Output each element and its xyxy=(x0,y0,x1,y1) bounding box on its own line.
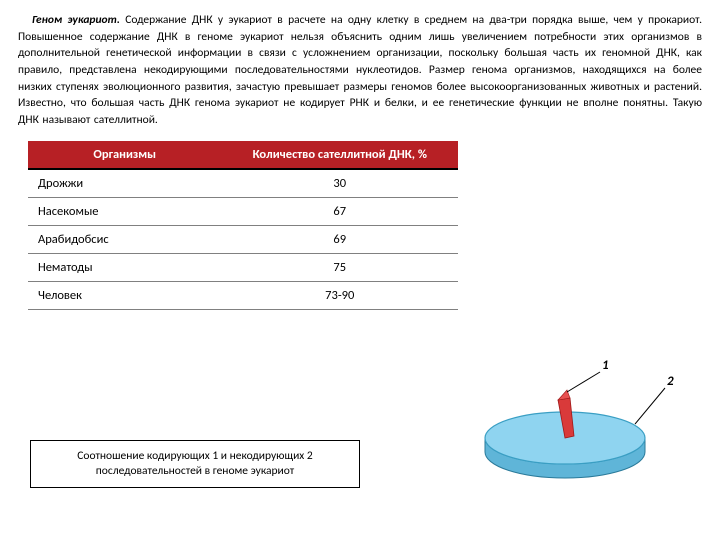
table-header-organisms: Организмы xyxy=(28,141,222,169)
cell-organism: Насекомые xyxy=(28,197,222,225)
table-row: Дрожжи 30 xyxy=(28,169,458,198)
cell-value: 30 xyxy=(222,169,459,198)
cell-value: 73-90 xyxy=(222,281,459,309)
cell-value: 69 xyxy=(222,225,459,253)
table-row: Человек 73-90 xyxy=(28,281,458,309)
table-header-percent: Количество сателлитной ДНК, % xyxy=(222,141,459,169)
intro-paragraph: Геном эукариот. Содержание ДНК у эукарио… xyxy=(18,12,702,129)
cell-organism: Дрожжи xyxy=(28,169,222,198)
cell-organism: Нематоды xyxy=(28,253,222,281)
pie-disc-svg xyxy=(470,360,680,490)
table-row: Нематоды 75 xyxy=(28,253,458,281)
diagram-caption: Соотношение кодирующих 1 и некодирующих … xyxy=(30,440,360,488)
cell-value: 67 xyxy=(222,197,459,225)
paragraph-body: Содержание ДНК у эукариот в расчете на о… xyxy=(18,13,702,127)
table-row: Насекомые 67 xyxy=(28,197,458,225)
cell-organism: Человек xyxy=(28,281,222,309)
paragraph-title: Геном эукариот. xyxy=(18,13,120,27)
satellite-dna-table: Организмы Количество сателлитной ДНК, % … xyxy=(28,141,458,310)
cell-value: 75 xyxy=(222,253,459,281)
diagram-label-2: 2 xyxy=(667,374,674,389)
diagram-label-1: 1 xyxy=(602,358,609,373)
cell-organism: Арабидобсис xyxy=(28,225,222,253)
table-row: Арабидобсис 69 xyxy=(28,225,458,253)
genome-ratio-diagram: 1 2 xyxy=(470,360,680,490)
